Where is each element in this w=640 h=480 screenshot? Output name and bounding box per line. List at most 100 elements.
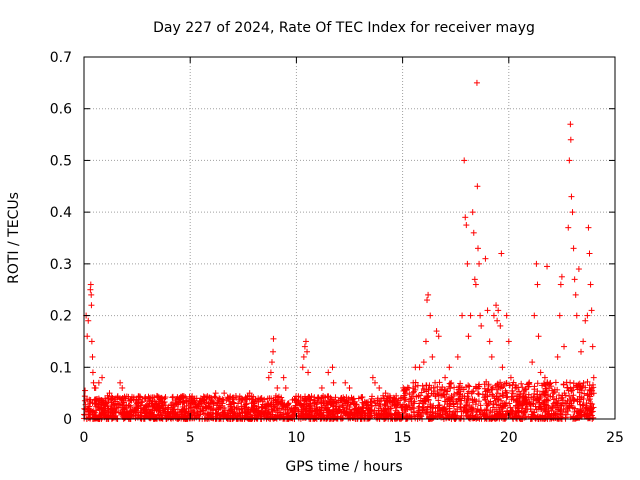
noise-point — [455, 390, 462, 397]
noise-point — [242, 401, 249, 408]
noise-point — [589, 387, 596, 394]
noise-point — [529, 411, 536, 418]
noise-point — [93, 414, 100, 421]
data-point — [473, 79, 480, 86]
noise-point — [318, 404, 325, 411]
noise-point — [501, 381, 508, 388]
data-point — [267, 369, 274, 376]
noise-point — [200, 410, 207, 417]
noise-point — [182, 414, 189, 421]
noise-point — [195, 403, 202, 410]
data-point — [463, 222, 470, 229]
data-point — [589, 343, 596, 350]
data-point — [490, 312, 497, 319]
data-point — [467, 312, 474, 319]
noise-point — [292, 402, 299, 409]
data-point — [429, 353, 436, 360]
data-point — [478, 322, 485, 329]
noise-point — [199, 405, 206, 412]
y-tick-label: 0.3 — [50, 257, 72, 273]
noise-point — [570, 415, 577, 422]
data-point — [570, 245, 577, 252]
noise-point — [463, 402, 470, 409]
x-tick-labels: 0 5 10 15 20 25 — [80, 430, 624, 446]
noise-point — [127, 404, 134, 411]
data-point — [304, 348, 311, 355]
noise-point — [114, 393, 121, 400]
noise-point — [105, 412, 112, 419]
noise-point — [112, 407, 119, 414]
noise-point — [548, 407, 555, 414]
noise-point — [444, 396, 451, 403]
noise-point — [203, 404, 210, 411]
noise-point — [465, 388, 472, 395]
noise-point — [566, 393, 573, 400]
data-point — [512, 384, 519, 391]
noise-point — [432, 405, 439, 412]
noise-point — [516, 388, 523, 395]
noise-point — [494, 396, 501, 403]
data-point — [566, 157, 573, 164]
noise-point — [499, 391, 506, 398]
noise-point — [319, 394, 326, 401]
noise-point — [442, 386, 449, 393]
noise-point — [437, 412, 444, 419]
data-point — [541, 374, 548, 381]
data-point — [318, 384, 325, 391]
noise-point — [310, 415, 317, 422]
noise-point — [412, 386, 419, 393]
noise-point — [277, 413, 284, 420]
noise-point — [513, 413, 520, 420]
data-point — [342, 379, 349, 386]
noise-point — [327, 411, 334, 418]
noise-point — [308, 407, 315, 414]
noise-point — [353, 401, 360, 408]
noise-point — [300, 406, 307, 413]
noise-point — [311, 405, 318, 412]
noise-point — [112, 398, 119, 405]
noise-point — [480, 411, 487, 418]
data-point — [494, 317, 501, 324]
noise-point — [534, 388, 541, 395]
noise-point — [398, 394, 405, 401]
noise-point — [443, 408, 450, 415]
noise-point — [294, 406, 301, 413]
x-tick-label: 20 — [500, 430, 518, 446]
noise-point — [516, 393, 523, 400]
noise-point — [223, 415, 230, 422]
data-point — [329, 364, 336, 371]
noise-point — [555, 392, 562, 399]
noise-point — [263, 409, 270, 416]
noise-point — [400, 387, 407, 394]
data-point — [305, 369, 312, 376]
noise-point — [418, 389, 425, 396]
noise-point — [430, 391, 437, 398]
noise-point — [549, 393, 556, 400]
data-point — [497, 322, 504, 329]
noise-point — [224, 394, 231, 401]
data-point — [533, 260, 540, 267]
noise-point — [526, 379, 533, 386]
data-point — [82, 387, 89, 394]
data-point — [268, 359, 275, 366]
noise-point — [541, 401, 548, 408]
data-point — [424, 297, 431, 304]
noise-point — [320, 399, 327, 406]
data-point — [90, 379, 97, 386]
noise-point — [287, 406, 294, 413]
data-point — [270, 335, 277, 342]
noise-point — [463, 407, 470, 414]
noise-point — [415, 407, 422, 414]
noise-point — [461, 393, 468, 400]
data-point — [92, 384, 99, 391]
noise-point — [427, 409, 434, 416]
noise-point — [466, 383, 473, 390]
x-tick-label: 15 — [394, 430, 412, 446]
noise-point — [543, 396, 550, 403]
noise-point — [265, 415, 272, 422]
noise-point — [573, 382, 580, 389]
data-point — [507, 374, 514, 381]
noise-point — [509, 393, 516, 400]
noise-point — [183, 409, 190, 416]
